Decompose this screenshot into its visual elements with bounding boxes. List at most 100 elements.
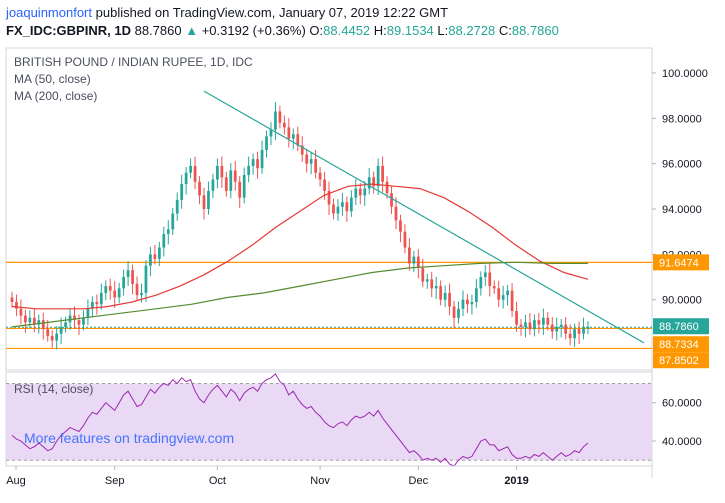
candle-body: [189, 165, 192, 173]
chart-header: joaquinmonfort published on TradingView.…: [6, 4, 448, 21]
candle-body: [19, 308, 23, 316]
candle-body: [41, 320, 45, 330]
ma200-line[interactable]: [11, 261, 588, 328]
rsi-legend[interactable]: RSI (14, close): [14, 382, 94, 396]
candle-body: [37, 320, 41, 325]
candle-body: [184, 172, 188, 185]
instrument-title: BRITISH POUND / INDIAN RUPEE, 1D, IDC: [14, 55, 253, 69]
candle-body: [457, 308, 460, 318]
candle-body: [332, 204, 335, 214]
candle-body: [314, 159, 318, 173]
candle-body: [104, 286, 108, 293]
low-value: 88.2728: [448, 23, 496, 38]
price-label-box: [653, 254, 709, 271]
candle-body: [443, 292, 447, 300]
candle-body: [99, 292, 103, 305]
ma50-line[interactable]: [11, 183, 589, 310]
rsi-line[interactable]: [11, 373, 589, 467]
time-tick-label: Oct: [209, 475, 226, 487]
candle-body: [510, 290, 514, 312]
candle-body: [162, 233, 166, 248]
candle-body: [247, 165, 251, 175]
low-label: L:: [437, 23, 449, 38]
candle-body: [242, 174, 246, 198]
candle-body: [113, 290, 117, 298]
candle-body: [32, 317, 36, 325]
candle-body: [416, 256, 420, 268]
candle-body: [537, 320, 541, 325]
candle-body: [157, 247, 161, 259]
open-label: O:: [309, 23, 324, 38]
candle-body: [50, 335, 54, 341]
tradingview-watermark[interactable]: More features on tradingview.com: [24, 430, 235, 446]
candle-body: [28, 317, 32, 323]
candle-body: [408, 247, 411, 264]
ma50-legend[interactable]: MA (50, close): [14, 72, 91, 86]
candle-body: [541, 317, 545, 325]
candle-body: [434, 286, 438, 289]
price-tick-label: 94.0000: [662, 204, 702, 216]
candle-body: [260, 150, 264, 169]
up-arrow-icon: ▲: [185, 23, 199, 38]
price-label-box: [653, 352, 709, 369]
author-link[interactable]: joaquinmonfort: [6, 5, 92, 20]
price-label-text: 88.7334: [659, 339, 699, 351]
candle-body: [256, 159, 259, 169]
candle-body: [528, 322, 532, 330]
candle-body: [363, 188, 367, 196]
candle-body: [46, 329, 50, 336]
candle-body: [439, 286, 443, 300]
candle-body: [546, 317, 550, 325]
candle-body: [73, 315, 76, 321]
published-text: published on TradingView.com, January 07…: [95, 5, 449, 20]
candle-body: [82, 317, 85, 325]
candle-body: [385, 181, 389, 194]
ma200-legend[interactable]: MA (200, close): [14, 89, 98, 103]
candle-body: [559, 324, 563, 327]
candle-body: [233, 170, 237, 182]
candle-body: [394, 206, 398, 221]
high-label: H:: [373, 23, 387, 38]
candle-body: [95, 301, 99, 305]
price-label-text: 91.6474: [659, 257, 699, 269]
candle-body: [483, 272, 487, 278]
candle-body: [497, 288, 501, 300]
candle-body: [479, 277, 483, 289]
symbol-label: FX_IDC:GBPINR, 1D: [6, 23, 131, 38]
candle-body: [470, 301, 474, 305]
candle-body: [269, 129, 273, 137]
candle-body: [122, 277, 126, 289]
candle-body: [238, 181, 242, 198]
candle-body: [274, 111, 277, 130]
candle-body: [131, 270, 134, 284]
candle-body: [461, 299, 465, 309]
rsi-tick-label: 40.0000: [662, 436, 702, 448]
candle-body: [399, 220, 402, 232]
candle-body: [327, 190, 331, 205]
candle-body: [452, 306, 456, 318]
candle-body: [64, 322, 67, 327]
candle-body: [251, 159, 255, 166]
candle-body: [474, 288, 478, 302]
candle-body: [412, 256, 416, 264]
candle-body: [180, 184, 184, 200]
time-tick-label: Dec: [409, 475, 429, 487]
candle-body: [309, 159, 313, 164]
price-label-box: [653, 318, 709, 335]
candle-body: [211, 179, 215, 191]
candle-body: [564, 324, 568, 334]
candle-body: [202, 195, 206, 209]
time-tick-label: Nov: [310, 475, 330, 487]
trendline[interactable]: [203, 90, 645, 344]
candle-body: [466, 299, 469, 305]
change-value: +0.3192 (+0.36%): [201, 23, 306, 38]
candle-body: [448, 292, 451, 307]
candle-body: [376, 165, 380, 187]
candle-body: [336, 206, 340, 214]
candle-body: [220, 165, 224, 178]
candle-body: [586, 326, 590, 329]
candle-body: [550, 324, 554, 332]
candle-body: [582, 326, 585, 334]
candle-body: [358, 188, 362, 196]
